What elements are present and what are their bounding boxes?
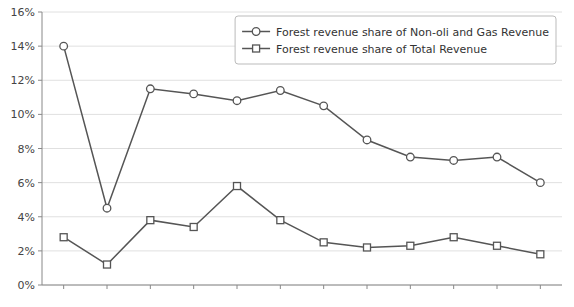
point-marker <box>190 90 198 98</box>
y-tick <box>38 46 42 47</box>
x-tick <box>323 285 324 289</box>
point-marker <box>537 251 544 258</box>
legend-label: Forest revenue share of Non-oli and Gas … <box>276 26 549 39</box>
point-marker <box>60 42 68 50</box>
y-tick-label: 0% <box>18 279 35 292</box>
y-tick-label: 2% <box>18 245 35 258</box>
point-marker <box>147 85 155 93</box>
point-marker <box>494 242 501 249</box>
point-marker <box>190 223 197 230</box>
y-tick-label: 6% <box>18 177 35 190</box>
point-marker <box>103 204 111 212</box>
point-marker <box>450 234 457 241</box>
x-tick <box>540 285 541 289</box>
y-tick <box>38 114 42 115</box>
y-tick-label: 16% <box>11 6 35 19</box>
point-marker <box>363 136 371 144</box>
y-tick-label: 10% <box>11 108 35 121</box>
legend: Forest revenue share of Non-oli and Gas … <box>235 16 556 64</box>
y-tick-label: 14% <box>11 40 35 53</box>
x-tick <box>237 285 238 289</box>
y-tick-label: 4% <box>18 211 35 224</box>
x-tick <box>367 285 368 289</box>
y-axis-line <box>42 12 43 285</box>
x-tick <box>453 285 454 289</box>
x-tick <box>280 285 281 289</box>
y-tick <box>38 182 42 183</box>
grid-line <box>42 182 562 183</box>
legend-marker <box>253 45 260 52</box>
y-tick-label: 12% <box>11 74 35 87</box>
chart-svg: 0% 2% 4% 6% 8% 10% 12% 14% 16% Forest revenue sha… <box>0 0 574 307</box>
point-marker <box>104 261 111 268</box>
y-tick <box>38 216 42 217</box>
point-marker <box>234 183 241 190</box>
x-tick <box>497 285 498 289</box>
marks <box>60 42 544 268</box>
legend-marker <box>252 28 260 36</box>
grid <box>42 12 562 285</box>
x-tick <box>193 285 194 289</box>
chart-container: 0% 2% 4% 6% 8% 10% 12% 14% 16% Forest revenue sha… <box>0 0 574 307</box>
grid-line <box>42 12 562 13</box>
point-marker <box>450 157 458 165</box>
point-marker <box>493 153 501 161</box>
x-tick <box>107 285 108 289</box>
grid-line <box>42 80 562 81</box>
point-marker <box>364 244 371 251</box>
series <box>60 42 544 212</box>
point-marker <box>407 153 415 161</box>
y-tick <box>38 80 42 81</box>
grid-line <box>42 285 562 286</box>
series-line <box>64 46 541 208</box>
point-marker <box>407 242 414 249</box>
point-marker <box>277 87 285 95</box>
grid-line <box>42 216 562 217</box>
axes: 0% 2% 4% 6% 8% 10% 12% 14% 16% <box>11 6 562 292</box>
point-marker <box>277 217 284 224</box>
point-marker <box>320 239 327 246</box>
grid-line <box>42 148 562 149</box>
point-marker <box>60 234 67 241</box>
x-tick <box>150 285 151 289</box>
legend-label: Forest revenue share of Total Revenue <box>276 43 487 56</box>
y-tick <box>38 12 42 13</box>
point-marker <box>320 102 328 110</box>
x-axis-line <box>42 285 562 286</box>
series-line <box>64 186 541 264</box>
series <box>60 183 544 268</box>
x-tick <box>410 285 411 289</box>
y-tick-label: 8% <box>18 143 35 156</box>
grid-line <box>42 114 562 115</box>
point-marker <box>147 217 154 224</box>
point-marker <box>537 179 545 187</box>
legend-box <box>235 16 556 64</box>
x-tick <box>63 285 64 289</box>
y-tick <box>38 148 42 149</box>
point-marker <box>233 97 241 105</box>
y-tick <box>38 250 42 251</box>
y-tick <box>38 285 42 286</box>
